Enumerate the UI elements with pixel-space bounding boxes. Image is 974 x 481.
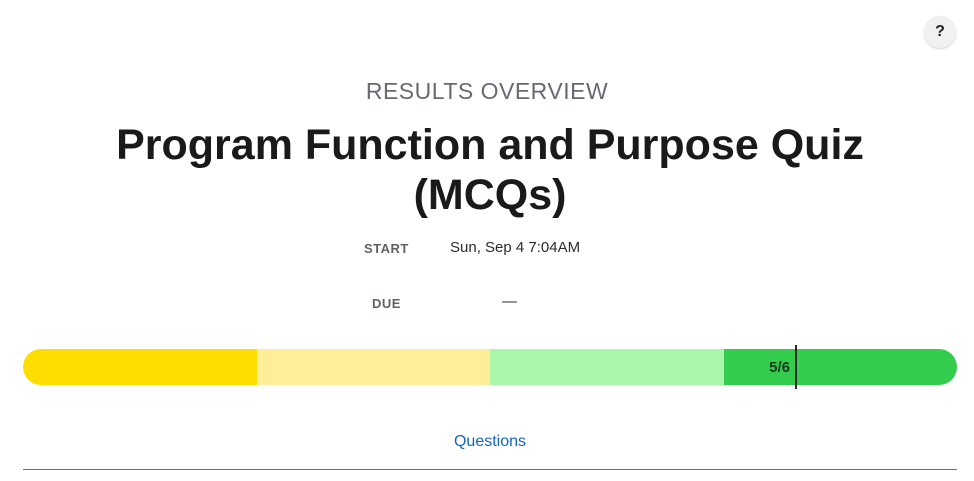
page-eyebrow: RESULTS OVERVIEW <box>365 78 609 104</box>
help-button[interactable]: ? <box>924 16 956 48</box>
start-value: Sun, Sep 4 7:04AM <box>450 239 581 256</box>
due-value: — <box>502 293 517 310</box>
score-marker <box>795 345 797 389</box>
help-icon: ? <box>935 23 945 40</box>
score-band-4 <box>724 349 957 385</box>
tab-questions[interactable]: Questions <box>453 433 527 450</box>
start-label: START <box>364 241 409 256</box>
tab-underline <box>23 469 957 470</box>
score-label: 5/6 <box>769 359 790 376</box>
score-band-2 <box>257 349 490 385</box>
score-band-1 <box>23 349 257 385</box>
score-band-3 <box>490 349 724 385</box>
page-title: Program Function and Purpose Quiz (MCQs) <box>116 121 864 219</box>
due-label: DUE <box>372 296 401 311</box>
score-progress-bar <box>23 349 957 385</box>
